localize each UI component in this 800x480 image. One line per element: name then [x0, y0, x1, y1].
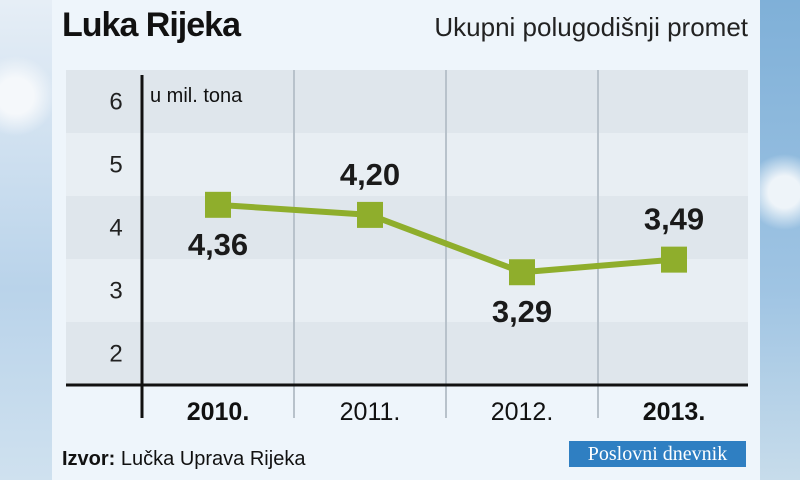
- series-line: [217, 201, 675, 276]
- grid-band: [66, 322, 748, 385]
- chart-title: Luka Rijeka: [62, 6, 241, 44]
- data-label: 4,20: [340, 157, 400, 192]
- data-label: 3,29: [492, 294, 552, 329]
- grid-band: [66, 133, 748, 196]
- data-labels: 4,36 4,20 3,29 3,49: [188, 157, 704, 329]
- publisher-badge: Poslovni dnevnik: [569, 441, 746, 467]
- brand-part2: dnevnik: [662, 443, 728, 465]
- x-tick-label: 2012.: [491, 398, 554, 426]
- data-point-marker: [661, 246, 687, 273]
- data-point-marker: [509, 259, 535, 286]
- y-tick-label: 5: [109, 152, 122, 179]
- x-tick-label: 2013.: [643, 398, 706, 426]
- data-point-marker: [205, 191, 231, 218]
- brand-part1: Poslovni: [587, 443, 658, 465]
- background-sky-left: [0, 0, 52, 480]
- y-axis-ticks: 2 3 4 5 6: [109, 89, 122, 368]
- source-label: Izvor:: [62, 448, 116, 470]
- y-tick-label: 2: [109, 341, 122, 368]
- x-tick-label: 2011.: [340, 398, 401, 426]
- y-tick-label: 6: [109, 89, 122, 116]
- chart-bands: [66, 70, 748, 418]
- y-tick-label: 3: [109, 278, 122, 305]
- x-tick-label: 2010.: [187, 398, 250, 426]
- grid-band: [66, 70, 748, 133]
- data-point-marker: [357, 201, 383, 228]
- source-text: Lučka Uprava Rijeka: [120, 448, 306, 470]
- y-axis-label: u mil. tona: [150, 85, 243, 107]
- x-axis-categories: 2010. 2011. 2012. 2013.: [187, 398, 706, 426]
- grid-band: [66, 259, 748, 322]
- series-points: [205, 191, 687, 286]
- data-label: 4,36: [188, 227, 248, 262]
- data-label: 3,49: [644, 202, 704, 237]
- source-note: Izvor: Lučka Uprava Rijeka: [62, 448, 305, 471]
- chart-subtitle: Ukupni polugodišnji promet: [434, 12, 748, 42]
- y-tick-label: 4: [109, 215, 122, 242]
